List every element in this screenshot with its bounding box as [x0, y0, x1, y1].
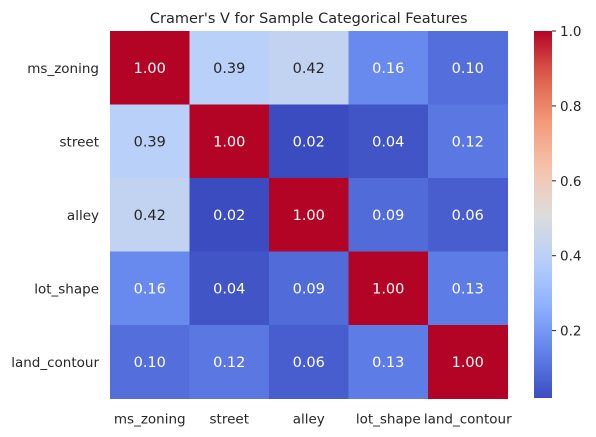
cell-value-label: 1.00 — [293, 208, 325, 224]
heatmap-cell-3-2 — [269, 251, 349, 326]
heatmap-cell-3-0 — [110, 251, 190, 326]
colorbar-gradient — [534, 31, 552, 398]
heatmap-cell-4-0 — [110, 325, 190, 399]
heatmap-cell-0-2 — [269, 31, 349, 105]
heatmap-cell-1-4 — [428, 104, 508, 179]
cell-value-label: 0.39 — [134, 134, 166, 150]
colorbar: 0.2 0.4 0.6 0.8 1.0 — [534, 24, 581, 398]
cell-value-label: 0.02 — [213, 208, 245, 224]
heatmap-cell-1-1 — [189, 104, 270, 179]
y-tick-label-lot-shape: lot_shape — [34, 281, 99, 297]
heatmap-cell-2-3 — [348, 178, 429, 252]
colorbar-tick-label: 0.2 — [560, 324, 581, 340]
cell-value-label: 1.00 — [134, 61, 166, 77]
colorbar-tick-label: 1.0 — [560, 24, 581, 40]
heatmap-cell-4-3 — [348, 325, 429, 399]
x-tick-label-alley: alley — [293, 412, 325, 428]
heatmap-cell-4-4 — [428, 325, 508, 399]
chart-title: Cramer's V for Sample Categorical Featur… — [150, 11, 468, 27]
heatmap-cell-1-2 — [269, 104, 349, 179]
heatmap-cell-0-3 — [348, 31, 429, 105]
cell-value-label: 0.13 — [452, 281, 484, 297]
x-tick-label-land-contour: land_contour — [424, 412, 512, 428]
heatmap-cell-0-0 — [110, 31, 190, 105]
colorbar-tick-label: 0.8 — [560, 99, 581, 115]
heatmap-cell-3-3 — [348, 251, 429, 326]
heatmap-cell-3-1 — [189, 251, 270, 326]
cell-value-label: 0.10 — [134, 355, 166, 371]
cell-value-label: 0.04 — [213, 281, 245, 297]
cell-value-label: 0.06 — [452, 208, 484, 224]
heatmap-cell-2-2 — [269, 178, 349, 252]
cell-value-label: 0.04 — [372, 134, 404, 150]
y-tick-label-alley: alley — [67, 208, 99, 224]
heatmap-cell-1-0 — [110, 104, 190, 179]
cell-value-label: 0.12 — [213, 355, 245, 371]
heatmap-cell-4-2 — [269, 325, 349, 399]
heatmap-cell-2-1 — [189, 178, 270, 252]
cell-value-label: 0.42 — [293, 61, 325, 77]
cell-value-label: 0.02 — [293, 134, 325, 150]
cell-value-label: 0.12 — [452, 134, 484, 150]
colorbar-tick-label: 0.4 — [560, 249, 581, 265]
x-tick-label-lot-shape: lot_shape — [356, 412, 421, 428]
x-tick-label-street: street — [210, 412, 250, 428]
cell-value-label: 0.16 — [134, 281, 166, 297]
y-tick-label-ms-zoning: ms_zoning — [27, 61, 99, 77]
heatmap-cell-0-1 — [189, 31, 270, 105]
cell-value-label: 0.42 — [134, 208, 166, 224]
heatmap-cell-0-4 — [428, 31, 508, 105]
cell-value-label: 1.00 — [372, 281, 404, 297]
heatmap-cell-1-3 — [348, 104, 429, 179]
heatmap-cell-2-0 — [110, 178, 190, 252]
cell-value-label: 1.00 — [452, 355, 484, 371]
cell-value-label: 0.16 — [372, 61, 404, 77]
y-tick-label-land-contour: land_contour — [11, 355, 99, 371]
cell-value-label: 0.09 — [372, 208, 404, 224]
cell-value-label: 0.10 — [452, 61, 484, 77]
x-axis-tick-labels: ms_zoning street alley lot_shape land_contou… — [114, 412, 512, 428]
heatmap-cell-3-4 — [428, 251, 508, 326]
y-tick-label-street: street — [60, 134, 100, 150]
colorbar-tick-label: 0.6 — [560, 174, 581, 190]
cell-value-label: 0.39 — [213, 61, 245, 77]
cell-value-label: 0.09 — [293, 281, 325, 297]
cell-value-label: 0.06 — [293, 355, 325, 371]
heatmap-cell-4-1 — [189, 325, 270, 399]
cell-value-label: 1.00 — [213, 134, 245, 150]
cell-value-label: 0.13 — [372, 355, 404, 371]
x-tick-label-ms-zoning: ms_zoning — [114, 412, 186, 428]
heatmap-cell-2-4 — [428, 178, 508, 252]
heatmap-cells: 1.00 0.39 0.42 0.16 0.10 0.39 1.00 0.02 0.04 0.12… — [110, 31, 508, 399]
